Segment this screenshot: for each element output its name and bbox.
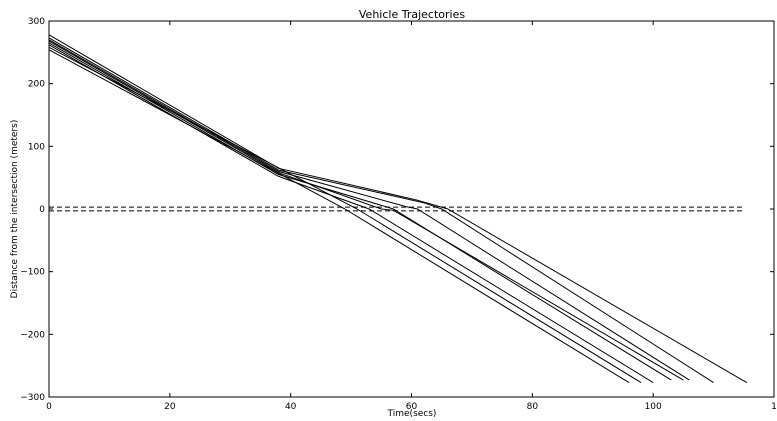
x-tick-label: 80 <box>527 402 539 412</box>
chart-title: Vehicle Trajectories <box>359 8 465 21</box>
series-layer <box>48 34 748 384</box>
trajectory-line-6 <box>48 44 654 384</box>
y-tick-label: −300 <box>20 393 45 403</box>
plot-frame <box>48 20 775 398</box>
x-tick-label: 100 <box>645 402 662 412</box>
y-tick-label: −200 <box>20 330 45 340</box>
trajectory-line-2 <box>48 37 714 384</box>
y-tick-label: 100 <box>28 142 45 152</box>
y-axis-label: Distance from the intersection (meters) <box>10 120 20 299</box>
x-tick-label: 1 <box>771 402 777 412</box>
trajectory-line-4 <box>48 40 684 381</box>
y-tick-label: 300 <box>28 17 45 27</box>
trajectory-line-7 <box>48 46 642 384</box>
x-tick-label: 20 <box>164 402 176 412</box>
trajectory-line-1 <box>48 34 748 384</box>
x-tick-label: 0 <box>46 402 52 412</box>
plot-area <box>48 20 775 398</box>
x-axis-label: Time(secs) <box>387 409 437 419</box>
x-tick-label: 60 <box>406 402 418 412</box>
y-axis: 300 200 100 0 −100 −200 −300 <box>20 17 774 403</box>
trajectory-line-8 <box>48 49 630 384</box>
x-tick-label: 40 <box>285 402 297 412</box>
x-axis: 0 20 40 60 80 100 1 <box>46 21 777 412</box>
trajectory-line-5 <box>48 42 672 381</box>
y-tick-label: −100 <box>20 268 45 278</box>
y-tick-label: 0 <box>39 205 45 215</box>
y-tick-label: 200 <box>28 80 45 90</box>
